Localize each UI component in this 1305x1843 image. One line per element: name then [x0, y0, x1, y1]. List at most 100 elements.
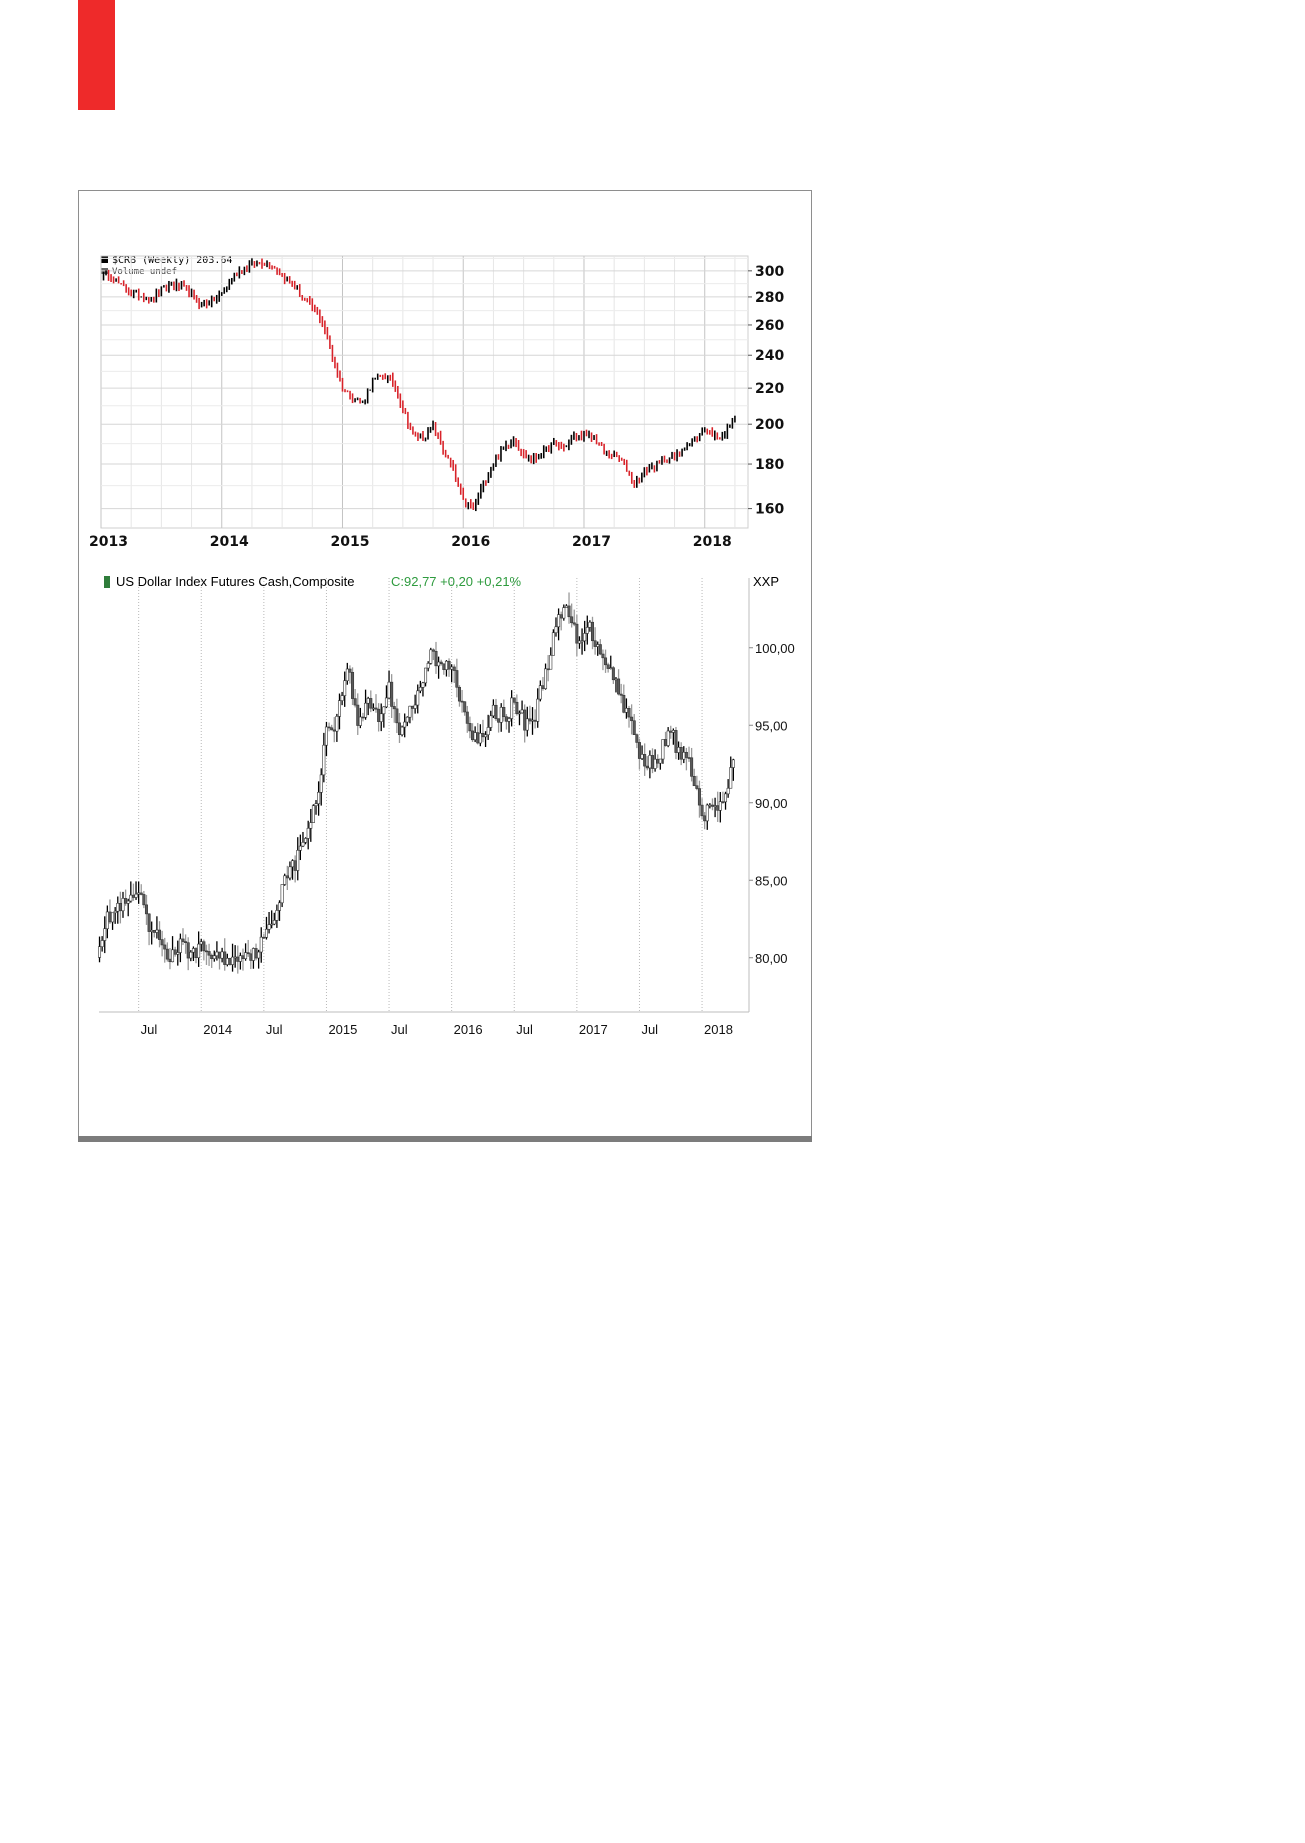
dxy-candle-body: [614, 678, 618, 681]
dxy-candle-body: [228, 958, 232, 965]
crb-x-tick-label: 2017: [572, 534, 611, 550]
dxy-candle-body: [186, 942, 190, 959]
dxy-x-tick-label: Jul: [516, 1022, 533, 1037]
dxy-candle-body: [494, 704, 498, 720]
dxy-candle-body: [640, 754, 644, 759]
dxy-candle-body: [664, 739, 668, 746]
dxy-candle-body: [489, 715, 493, 728]
dxy-candle-body: [528, 718, 532, 722]
dxy-candle-body: [181, 938, 185, 942]
dxy-legend-values: C:92,77 +0,20 +0,21%: [391, 574, 522, 589]
crb-y-tick-label: 280: [755, 290, 784, 306]
dxy-candle-body: [596, 644, 600, 647]
dxy-candle-body: [267, 924, 271, 930]
dxy-candle-body: [374, 707, 378, 710]
dxy-x-tick-label: Jul: [391, 1022, 408, 1037]
crb-candles: [102, 258, 736, 512]
dxy-x-tick-label: Jul: [641, 1022, 658, 1037]
crb-legend-volume: Volume undef: [112, 267, 177, 277]
dxy-candle-body: [319, 774, 323, 793]
dxy-candle-body: [293, 860, 297, 871]
dxy-candle-body: [173, 949, 177, 955]
dxy-candle-body: [277, 902, 281, 911]
dxy-candle-body: [577, 640, 581, 644]
dxy-candle-body: [105, 911, 109, 930]
dxy-candle-body: [632, 720, 636, 736]
dxy-candle-body: [650, 755, 654, 769]
dxy-candle-body: [609, 667, 613, 669]
dxy-candle-body: [497, 718, 501, 723]
dxy-candle-body: [716, 805, 720, 811]
dxy-candle-body: [314, 803, 318, 806]
dxy-candle-body: [309, 822, 313, 829]
dxy-candle-body: [724, 793, 728, 803]
dxy-candle-body: [371, 707, 375, 710]
dxy-candle-body: [337, 700, 341, 717]
dxy-candle-body: [275, 910, 279, 921]
dxy-candle-body: [392, 706, 396, 710]
dxy-candle-body: [669, 730, 673, 733]
dxy-candle-body: [285, 875, 289, 879]
dxy-candle-body: [116, 903, 120, 912]
dxy-candle-body: [627, 708, 631, 718]
dxy-candle-body: [645, 765, 649, 769]
dxy-candle-body: [418, 687, 422, 692]
brand-accent-bar: [78, 0, 115, 110]
dxy-candle-body: [403, 721, 407, 728]
dxy-candle-body: [100, 940, 104, 947]
dxy-candle-body: [572, 622, 576, 625]
dxy-candle-body: [520, 709, 524, 714]
dxy-candle-body: [546, 668, 550, 671]
dxy-candle-body: [471, 730, 475, 741]
dxy-candle-body: [270, 923, 274, 926]
dxy-candle-body: [721, 801, 725, 803]
dxy-candle-body: [557, 614, 561, 628]
dxy-candle-body: [705, 804, 709, 822]
dxy-candle-body: [567, 605, 571, 618]
dxy-candle-body: [197, 943, 201, 959]
dxy-candle-body: [304, 838, 308, 843]
dxy-candle-body: [178, 938, 182, 953]
dxy-candle-body: [437, 661, 441, 667]
dxy-candle-body: [335, 716, 339, 732]
dxy-candle-body: [580, 640, 584, 643]
dxy-candle-body: [525, 718, 529, 731]
dxy-candle-body: [424, 667, 428, 684]
dxy-candle-body: [215, 951, 219, 957]
dxy-candle-body: [512, 697, 516, 703]
dxy-candle-body: [288, 866, 292, 879]
dxy-candle-body: [103, 928, 107, 941]
dxy-candle-body: [731, 759, 735, 768]
dxy-candle-body: [244, 952, 248, 959]
dxy-candle-body: [413, 704, 417, 709]
dxy-candle-body: [254, 948, 258, 959]
dxy-candle-body: [713, 805, 717, 807]
dxy-candle-body: [491, 704, 495, 717]
dxy-candle-body: [622, 694, 626, 713]
dxy-candle-body: [301, 842, 305, 847]
crb-y-tick-label: 220: [755, 381, 784, 397]
dxy-candle-body: [671, 730, 675, 733]
dxy-candle-body: [536, 698, 540, 722]
dxy-candle-body: [165, 948, 169, 960]
dxy-axis-label: XXP: [753, 574, 779, 589]
dxy-candle-body: [708, 804, 712, 807]
dxy-candle-body: [554, 626, 558, 634]
dxy-candle-body: [564, 605, 568, 608]
dxy-candle-body: [356, 704, 360, 726]
dxy-candle-body: [718, 801, 722, 811]
dxy-legend-name: US Dollar Index Futures Cash,Composite: [116, 574, 354, 589]
crb-x-tick-label: 2018: [693, 534, 732, 550]
dxy-candle-body: [484, 734, 488, 738]
dxy-candle-body: [653, 758, 657, 769]
dxy-candle-body: [656, 758, 660, 764]
dxy-candle-body: [218, 951, 222, 959]
dxy-candle-body: [481, 732, 485, 738]
crb-x-tick-label: 2015: [330, 534, 369, 550]
dxy-x-tick-label: 2017: [579, 1022, 608, 1037]
dxy-candle-body: [523, 709, 527, 731]
dxy-gridlines: [99, 578, 750, 1013]
dxy-candle-body: [121, 898, 125, 912]
dxy-candle-body: [604, 657, 608, 666]
